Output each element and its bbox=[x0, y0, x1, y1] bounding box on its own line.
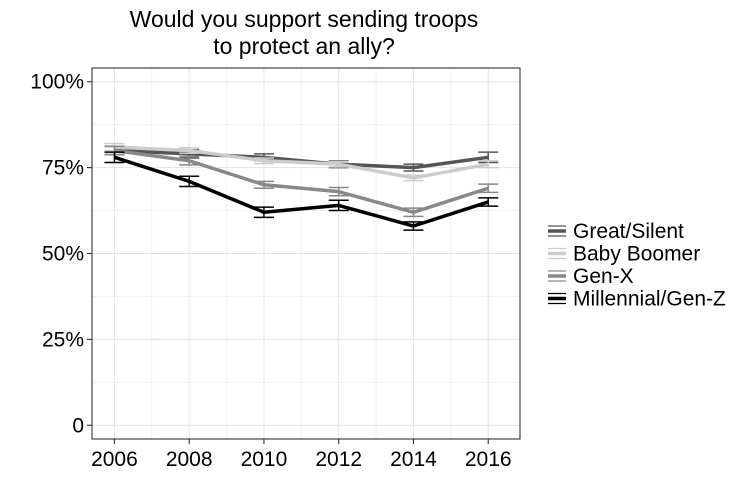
x-tick-label: 2006 bbox=[91, 448, 138, 471]
error-bar bbox=[179, 146, 200, 154]
x-axis: 2006 2008 2010 2012 2014 2016 bbox=[91, 439, 512, 471]
y-tick-label: 75% bbox=[42, 157, 84, 180]
error-bar bbox=[104, 151, 125, 164]
series-line bbox=[114, 145, 489, 180]
legend-item: Gen-X bbox=[548, 265, 634, 288]
series-2 bbox=[104, 145, 499, 218]
y-tick-label: 50% bbox=[42, 243, 84, 266]
x-tick-label: 2014 bbox=[390, 448, 437, 471]
legend-label: Millennial/Gen-Z bbox=[573, 288, 726, 311]
error-bar bbox=[403, 163, 424, 172]
legend-item: Millennial/Gen-Z bbox=[548, 288, 726, 311]
y-tick-label: 0 bbox=[72, 414, 84, 437]
y-tick-label: 25% bbox=[42, 328, 84, 351]
series-3 bbox=[104, 151, 499, 231]
error-bar bbox=[253, 180, 274, 189]
error-bar bbox=[328, 186, 349, 197]
error-bar bbox=[253, 206, 274, 219]
series-line bbox=[114, 148, 489, 215]
series-layer bbox=[104, 142, 499, 231]
error-bar bbox=[403, 207, 424, 218]
legend-label: Baby Boomer bbox=[573, 243, 700, 266]
series-line bbox=[113, 155, 489, 228]
legend-item: Great/Silent bbox=[548, 220, 684, 243]
error-bar bbox=[478, 160, 499, 169]
error-bar bbox=[328, 160, 349, 168]
legend-label: Gen-X bbox=[573, 265, 634, 288]
x-tick-label: 2016 bbox=[465, 448, 512, 471]
error-bar bbox=[403, 221, 424, 231]
chart-title: Would you support sending troops to prot… bbox=[130, 6, 479, 59]
error-bar bbox=[253, 157, 274, 165]
x-tick-label: 2008 bbox=[166, 448, 213, 471]
error-bar bbox=[328, 199, 349, 212]
chart-title-line-1: Would you support sending troops bbox=[130, 6, 479, 32]
error-bar bbox=[179, 175, 200, 188]
y-axis: 0 25% 50% 75% 100% bbox=[30, 71, 92, 437]
chart-title-line-2: to protect an ally? bbox=[213, 33, 395, 59]
x-tick-label: 2010 bbox=[241, 448, 288, 471]
error-bar bbox=[403, 174, 424, 182]
error-bar bbox=[179, 155, 200, 166]
error-bar bbox=[478, 183, 499, 194]
legend-item: Baby Boomer bbox=[548, 243, 700, 266]
x-tick-label: 2012 bbox=[315, 448, 362, 471]
y-tick-label: 100% bbox=[30, 71, 84, 94]
legend-label: Great/Silent bbox=[573, 220, 684, 243]
error-bar bbox=[478, 197, 499, 207]
grid-major bbox=[92, 68, 520, 439]
